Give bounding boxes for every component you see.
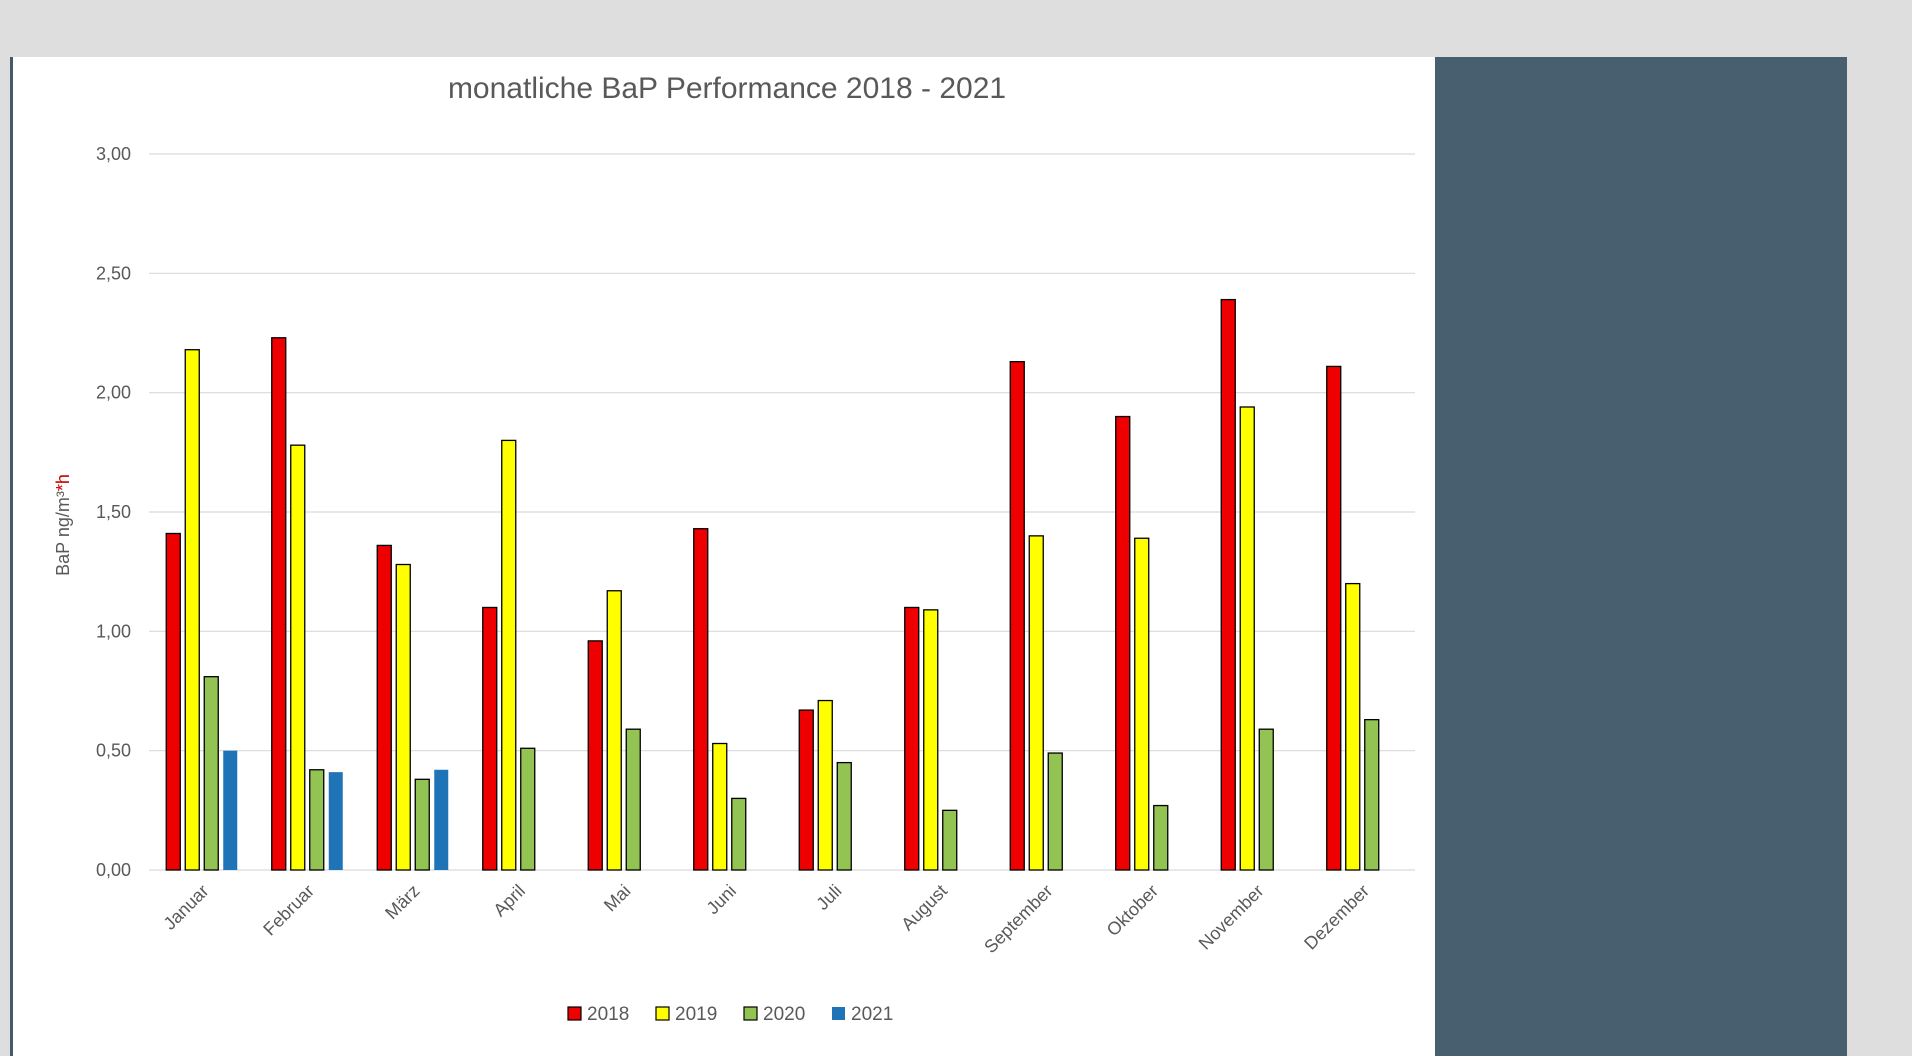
- bar-2019-juli: [817, 699, 833, 871]
- bar-2018-september: [1009, 360, 1025, 871]
- y-axis-label: BaP ng/m³*h: [53, 474, 73, 576]
- bar-2020-april: [520, 747, 536, 871]
- legend-swatch-2018: [567, 1006, 582, 1021]
- bars: [165, 298, 1380, 871]
- bar-2019-november: [1239, 406, 1255, 871]
- bar-2020-juli: [836, 761, 852, 871]
- legend-swatch-2019: [655, 1006, 670, 1021]
- y-tick-label: 1,00: [96, 621, 131, 641]
- x-tick-label: Oktober: [1103, 881, 1162, 940]
- bar-2020-märz: [414, 778, 430, 871]
- y-tick-label: 1,50: [96, 502, 131, 522]
- y-tick-label: 2,00: [96, 383, 131, 403]
- bar-2018-februar: [271, 337, 287, 871]
- bar-2018-juli: [798, 709, 814, 871]
- bar-2019-april: [501, 439, 517, 871]
- y-tick-label: 0,00: [96, 860, 131, 880]
- bar-2020-august: [942, 809, 958, 871]
- bar-2020-oktober: [1153, 804, 1169, 871]
- legend-swatch-2021: [832, 1007, 845, 1020]
- legend-label-2020: 2020: [763, 1004, 805, 1025]
- legend-label-2018: 2018: [587, 1004, 629, 1025]
- bar-2018-april: [482, 606, 498, 871]
- y-tick-label: 0,50: [96, 741, 131, 761]
- x-tick-label: Dezember: [1300, 881, 1373, 954]
- bar-2021-januar: [223, 750, 238, 870]
- y-axis-label-main: BaP ng/m³: [53, 491, 73, 576]
- x-tick-label: Juni: [703, 881, 740, 918]
- gridlines: [149, 153, 1415, 871]
- y-tick-label: 2,50: [96, 263, 131, 283]
- y-axis-label-suffix: *h: [53, 474, 73, 491]
- x-tick-label: November: [1195, 881, 1268, 954]
- x-tick-label: August: [897, 881, 951, 935]
- bar-2020-november: [1258, 728, 1274, 871]
- bar-2020-september: [1047, 752, 1063, 871]
- bar-2018-oktober: [1115, 415, 1131, 871]
- y-tick-label: 3,00: [96, 144, 131, 164]
- bar-2020-dezember: [1364, 718, 1380, 871]
- bar-2020-januar: [203, 676, 219, 871]
- chart-title: monatliche BaP Performance 2018 - 2021: [448, 72, 1006, 105]
- bar-2019-oktober: [1134, 537, 1150, 871]
- bar-2019-dezember: [1345, 582, 1361, 871]
- bar-2018-märz: [376, 544, 392, 871]
- bar-2019-august: [923, 609, 939, 871]
- side-panel: [1435, 57, 1847, 1056]
- bar-2019-februar: [290, 444, 306, 871]
- x-tick-label: März: [381, 881, 423, 923]
- x-tick-label: April: [489, 881, 529, 921]
- bar-2020-juni: [731, 797, 747, 871]
- x-tick-labels: Januar Februar März April Mai Juni Juli August S…: [160, 881, 1374, 957]
- bar-2021-februar: [328, 772, 343, 870]
- bar-2018-november: [1220, 298, 1236, 871]
- bar-chart: monatliche BaP Performance 2018 - 2021 B…: [53, 72, 1415, 1025]
- bar-2019-märz: [395, 563, 411, 871]
- x-tick-label: Mai: [600, 881, 635, 916]
- legend-label-2021: 2021: [851, 1004, 893, 1025]
- legend-label-2019: 2019: [675, 1004, 717, 1025]
- y-tick-labels: 0,00 0,50 1,00 1,50 2,00 2,50 3,00: [96, 144, 131, 880]
- bar-2018-juni: [693, 528, 709, 871]
- bar-2018-januar: [165, 532, 181, 871]
- bar-2020-februar: [309, 769, 325, 871]
- bar-2019-januar: [184, 349, 200, 871]
- bar-2020-mai: [625, 728, 641, 871]
- x-tick-label: Juli: [812, 881, 845, 914]
- x-tick-label: Februar: [259, 881, 318, 940]
- bar-2021-märz: [434, 769, 449, 870]
- legend-swatch-2020: [743, 1006, 758, 1021]
- bar-2019-mai: [606, 590, 622, 871]
- legend: 2018 2019 2020 2021: [567, 1004, 893, 1025]
- x-tick-label: September: [980, 881, 1056, 957]
- bar-2018-dezember: [1326, 365, 1342, 871]
- bar-2019-september: [1028, 535, 1044, 871]
- bar-2018-august: [904, 606, 920, 871]
- bar-2019-juni: [712, 742, 728, 871]
- bar-2018-mai: [587, 640, 603, 871]
- x-tick-label: Januar: [160, 881, 213, 934]
- chart-panel: monatliche BaP Performance 2018 - 2021 B…: [10, 57, 1435, 1056]
